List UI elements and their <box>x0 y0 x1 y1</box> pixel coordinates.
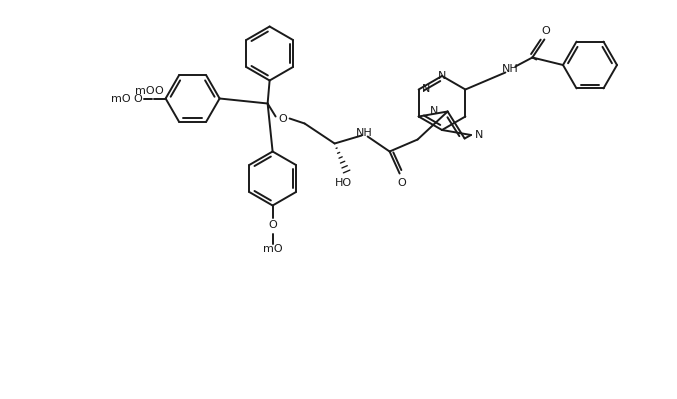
Text: O: O <box>397 178 406 188</box>
Text: N: N <box>438 71 446 81</box>
Text: HO: HO <box>335 178 352 188</box>
Text: N: N <box>431 105 439 115</box>
Text: O: O <box>134 93 143 103</box>
Text: O: O <box>278 113 287 124</box>
Text: NH: NH <box>356 128 373 138</box>
Text: mO: mO <box>135 85 154 95</box>
Text: N: N <box>421 85 430 95</box>
Text: N: N <box>475 130 483 140</box>
Text: O: O <box>541 26 550 36</box>
Text: mO: mO <box>111 93 131 103</box>
Text: NH: NH <box>502 65 519 75</box>
Text: O: O <box>268 221 277 231</box>
Text: O: O <box>154 85 163 95</box>
Text: mO: mO <box>263 245 282 255</box>
